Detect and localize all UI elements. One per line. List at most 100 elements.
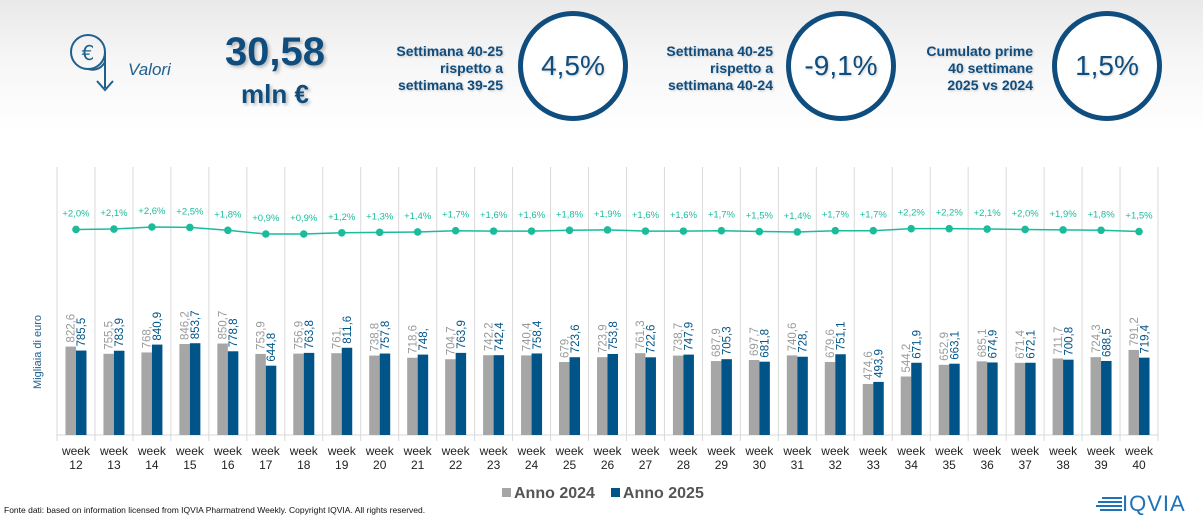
growth-point: [413, 228, 422, 236]
x-tick-label: 21: [411, 458, 425, 472]
growth-point: [224, 226, 232, 235]
growth-point: [755, 227, 764, 236]
bar-label-2025: 674,9: [987, 330, 999, 359]
bar-2024: [179, 344, 190, 435]
growth-point: [641, 227, 650, 235]
bar-label-2024: 544,2: [901, 344, 913, 373]
bar-2024: [331, 353, 342, 435]
growth-point: [945, 224, 953, 233]
x-tick-label: 20: [373, 458, 387, 472]
bar-label-2024: 723,9: [597, 324, 609, 353]
iqvia-logo: IQVIA: [1096, 491, 1186, 517]
bar-2025: [341, 347, 353, 435]
bar-label-2024: 679,6: [825, 329, 837, 358]
bar-2025: [569, 357, 581, 435]
bar-2024: [634, 353, 646, 435]
chart-legend: Anno 2024 Anno 2025: [502, 485, 704, 503]
bar-2024: [786, 355, 798, 435]
bar-label-2024: 768,: [142, 326, 154, 348]
legend-swatch-2024: [502, 488, 511, 497]
bar-label-2025: 757,8: [380, 321, 392, 350]
growth-point: [110, 225, 118, 233]
bar-label-2025: 663,1: [949, 331, 961, 360]
bar-label-2025: 719,4: [1139, 324, 1151, 353]
x-tick-label: week: [1124, 444, 1154, 458]
bar-label-2025: 778,8: [228, 318, 240, 347]
bar-label-2025: 747,9: [684, 322, 696, 351]
bar-2024: [445, 359, 456, 435]
legend-item-2024: Anno 2024: [502, 485, 595, 503]
svg-text:€: €: [82, 41, 95, 65]
x-tick-label: week: [61, 444, 91, 458]
bar-2024: [407, 357, 418, 435]
x-tick-label: week: [175, 444, 205, 458]
bar-label-2024: 738,8: [369, 323, 381, 352]
bar-label-2024: 850,7: [218, 311, 230, 340]
bar-label-2024: 753,9: [256, 321, 268, 350]
x-tick-label: 22: [449, 458, 463, 472]
bar-label-2024: 755,5: [104, 321, 116, 350]
growth-point: [299, 230, 308, 238]
x-tick-label: 16: [221, 458, 235, 472]
bar-label-2025: 758,4: [532, 320, 544, 349]
bar-label-2025: 811,6: [342, 316, 354, 344]
bar-label-2025: 742,4: [494, 322, 506, 351]
x-tick-label: 23: [487, 458, 501, 472]
comparison-value: -9,1%: [804, 50, 878, 81]
bar-2025: [1101, 360, 1112, 435]
bar-label-2025: 672,1: [1025, 330, 1037, 359]
bar-2024: [748, 359, 760, 435]
bar-label-2025: 688,5: [1101, 328, 1113, 357]
bar-label-2025: 783,9: [114, 318, 126, 347]
bar-label-2025: 700,8: [1063, 327, 1075, 356]
bar-2025: [949, 363, 960, 435]
growth-point: [375, 228, 384, 237]
comparison-label-line: rispetto a: [439, 60, 503, 76]
x-tick-label: 17: [259, 458, 273, 472]
x-tick-label: week: [706, 444, 736, 458]
bar-label-2025: 681,8: [760, 329, 772, 358]
x-tick-label: 27: [639, 458, 653, 472]
growth-label: +2,0%: [1012, 208, 1040, 219]
x-tick-label: week: [668, 444, 698, 458]
bar-2024: [369, 355, 380, 435]
bar-label-2025: 785,5: [76, 318, 88, 347]
bar-label-2025: 723,6: [570, 324, 582, 353]
bar-label-2024: 791,2: [1129, 317, 1141, 346]
bar-label-2025: 853,7: [190, 310, 202, 339]
comparison-label-cumulative: Cumulato prime 40 settimane 2025 vs 2024: [900, 43, 1033, 94]
legend-label: Anno 2024: [514, 485, 595, 502]
logo-text: IQVIA: [1122, 491, 1186, 516]
x-tick-label: 32: [829, 458, 843, 472]
bar-2025: [607, 353, 618, 435]
x-tick-label: 36: [980, 458, 994, 472]
bar-2025: [721, 359, 732, 435]
growth-label: +1,5%: [746, 211, 774, 222]
bar-2025: [1139, 357, 1150, 435]
growth-label: +1,7%: [442, 210, 470, 221]
bar-2025: [75, 350, 87, 435]
growth-point: [1135, 227, 1143, 236]
bar-label-2025: 644,8: [266, 333, 278, 362]
bar-2025: [455, 352, 467, 435]
growth-point: [907, 224, 916, 233]
x-tick-label: week: [1086, 444, 1116, 458]
bar-label-2025: 753,8: [608, 321, 620, 350]
growth-label: +0,9%: [290, 213, 318, 224]
x-tick-label: 19: [335, 458, 349, 472]
bar-2025: [797, 356, 808, 435]
growth-point: [186, 223, 194, 232]
bar-2024: [559, 362, 570, 435]
y-axis-title: Migliaia di euro: [32, 315, 44, 389]
euro-down-arrow-icon: €: [70, 34, 114, 92]
x-tick-label: 29: [715, 458, 729, 472]
bar-2025: [835, 354, 846, 435]
comparison-circle-week-vs-prev-week: 4,5%: [518, 11, 628, 121]
growth-label: +1,4%: [784, 211, 812, 222]
bar-label-2025: 671,9: [911, 330, 923, 359]
growth-point: [831, 226, 840, 235]
bar-label-2024: 761,: [331, 327, 343, 349]
growth-point: [869, 226, 878, 235]
